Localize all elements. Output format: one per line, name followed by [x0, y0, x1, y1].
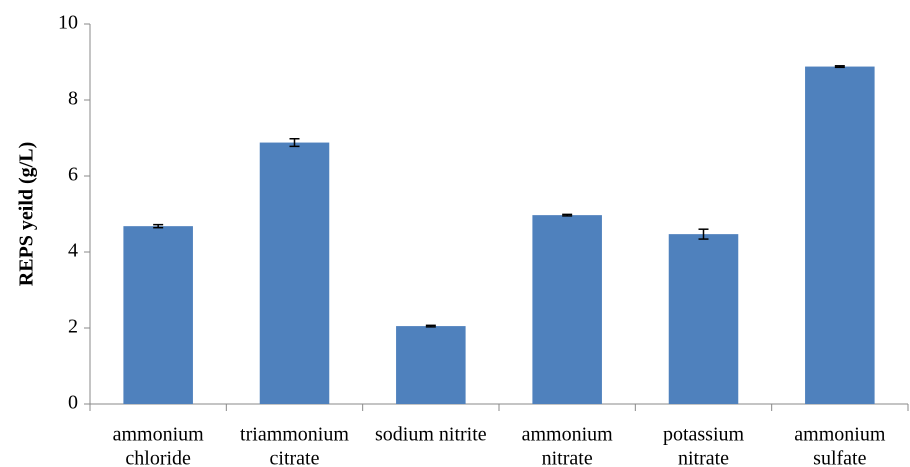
y-tick-label: 2 — [68, 316, 78, 338]
x-tick-label: nitrate — [678, 448, 729, 467]
x-tick-label: ammonium — [113, 424, 205, 446]
y-tick-label: 0 — [68, 392, 78, 414]
x-tick-label: sodium nitrite — [375, 424, 487, 446]
error-bar — [698, 228, 709, 240]
error-bar — [425, 324, 436, 328]
y-tick-label: 4 — [68, 240, 78, 262]
bar — [805, 66, 875, 404]
y-tick-label: 8 — [68, 88, 78, 110]
x-tick-label: citrate — [270, 448, 320, 467]
bar — [123, 226, 193, 404]
error-bar — [289, 138, 300, 148]
bar — [396, 326, 466, 404]
error-bar — [153, 223, 164, 229]
y-axis-title: REPS yeild (g/L) — [16, 142, 38, 286]
bar — [259, 142, 330, 404]
error-bar — [562, 213, 573, 217]
y-tick-label: 6 — [68, 164, 78, 186]
bar — [532, 215, 602, 404]
x-tick-label: ammonium — [522, 424, 614, 446]
x-tick-label: triammonium — [240, 424, 349, 446]
x-tick-label: nitrate — [542, 448, 593, 467]
x-tick-label: potassium — [663, 424, 745, 446]
x-tick-label: sulfate — [813, 448, 866, 467]
x-tick-label: chloride — [125, 448, 191, 467]
error-bar — [834, 65, 845, 69]
x-tick-label: ammonium — [794, 424, 886, 446]
bar — [668, 234, 739, 404]
y-tick-label: 10 — [58, 12, 78, 34]
